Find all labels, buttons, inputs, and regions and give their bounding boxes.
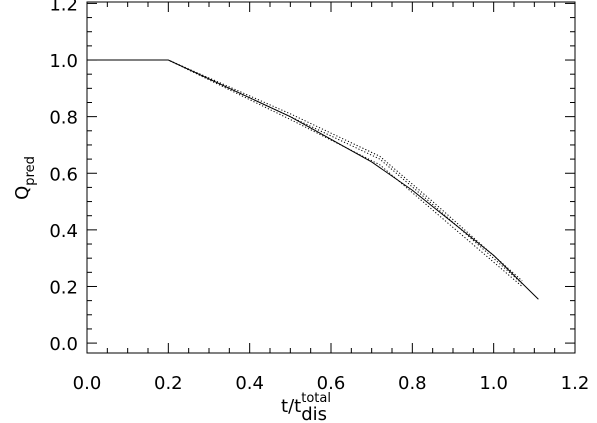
x-axis-title: t/ttotal xyxy=(281,391,331,417)
x-tick-label: 0.4 xyxy=(235,373,264,394)
x-title-main: t/t xyxy=(281,396,301,417)
x-axis-title-sub: dis xyxy=(301,404,327,423)
series-line xyxy=(87,59,523,282)
y-tick-label: 1.0 xyxy=(49,51,78,72)
y-axis-title: Qpred xyxy=(12,156,38,200)
y-tick-label: 0.4 xyxy=(49,221,78,242)
plot-frame xyxy=(86,1,576,354)
series-line xyxy=(87,59,523,287)
x-title-sup: total xyxy=(301,391,331,406)
x-tick-label: 0.0 xyxy=(73,373,102,394)
y-tick-label: 0.6 xyxy=(49,164,78,185)
y-title-sub: pred xyxy=(23,156,38,186)
series-line xyxy=(87,59,539,300)
x-tick-label: 0.8 xyxy=(398,373,427,394)
x-tick-label: 0.2 xyxy=(154,373,183,394)
y-tick-label: 1.2 xyxy=(49,0,78,15)
y-tick-label: 0.2 xyxy=(49,277,78,298)
x-tick-label: 1.0 xyxy=(479,373,508,394)
x-tick-label: 0.6 xyxy=(317,373,346,394)
x-tick-label: 1.2 xyxy=(561,373,590,394)
series-line xyxy=(87,59,523,285)
y-tick-label: 0.8 xyxy=(49,108,78,129)
y-tick-label: 0.0 xyxy=(49,334,78,355)
y-title-main: Q xyxy=(12,186,33,200)
